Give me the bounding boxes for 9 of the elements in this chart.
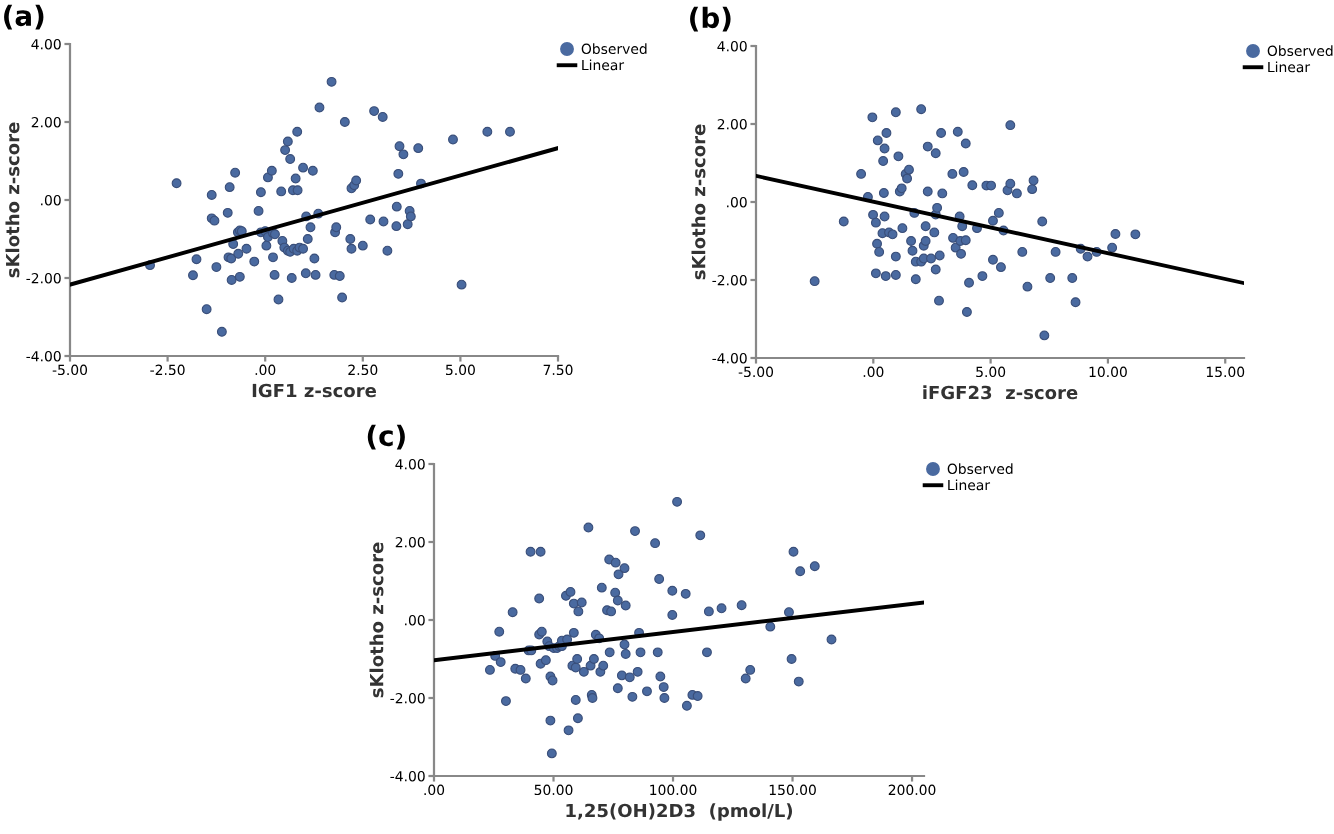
y-axis-title: sKlotho z-score bbox=[369, 542, 384, 698]
x-axis-title: 1,25(OH)2D3 (pmol/L) bbox=[566, 803, 793, 821]
x-axis-title: iFGF23 z-score bbox=[923, 385, 1078, 400]
x-axis-title: IGF1 z-score bbox=[252, 383, 376, 398]
y-axis-title: sKlotho z-score bbox=[691, 124, 706, 280]
y-axis-title: sKlotho z-score bbox=[5, 122, 20, 278]
text: (c) bbox=[367, 424, 405, 450]
text: (b) bbox=[690, 6, 731, 32]
text: (a) bbox=[4, 4, 44, 30]
